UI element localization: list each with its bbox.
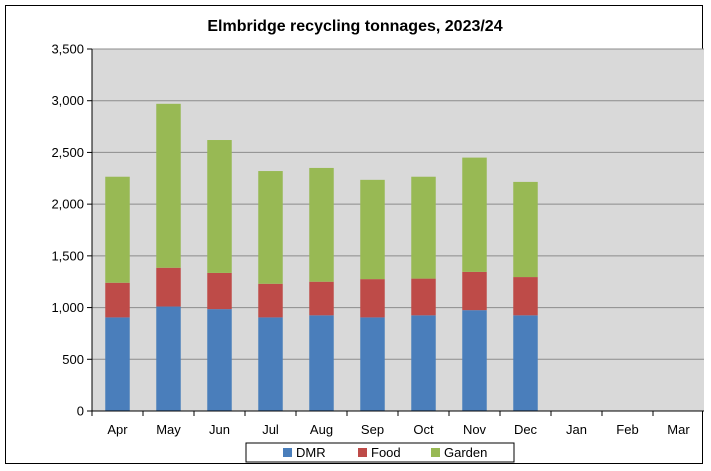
bar-garden-jul [258,171,283,284]
legend-box [245,442,515,463]
bar-garden-jun [207,140,232,273]
bar-garden-may [156,103,181,268]
legend-swatch-food [358,448,367,457]
bar-food-jul [258,283,283,318]
bar-food-apr [105,282,130,318]
bar-food-aug [309,281,334,316]
y-tick-label: 1,500 [51,248,84,263]
legend-swatch-dmr [283,448,292,457]
legend-swatch-garden [431,448,440,457]
y-tick-label: 3,500 [51,42,84,57]
y-tick-label: 2,500 [51,145,84,160]
x-tick-label: Sep [361,422,384,437]
x-tick-label: May [156,422,181,437]
bar-dmr-jul [258,317,283,411]
legend-label-garden: Garden [444,445,487,460]
x-tick-label: Oct [413,422,434,437]
bar-garden-apr [105,176,130,283]
chart-svg: Elmbridge recycling tonnages, 2023/24 0 5… [51,18,704,463]
y-tick-label: 0 [77,404,84,419]
chart-frame: Elmbridge recycling tonnages, 2023/24 0 5… [5,5,704,464]
bar-dmr-jun [207,309,232,411]
bar-dmr-oct [411,315,436,411]
bar-garden-oct [411,176,436,279]
y-tick-label: 500 [62,352,84,367]
bar-garden-sep [360,179,385,280]
bar-dmr-apr [105,317,130,411]
bar-garden-aug [309,167,334,282]
bar-food-jun [207,272,232,310]
x-tick-label: Jan [566,422,587,437]
bar-food-dec [513,277,538,316]
x-tick-label: Feb [616,422,638,437]
x-tick-label: Jun [209,422,230,437]
legend-label-dmr: DMR [296,445,326,460]
legend: DMR Food Garden [245,442,515,463]
legend-label-food: Food [371,445,401,460]
x-tick-label: Apr [107,422,128,437]
chart-title: Elmbridge recycling tonnages, 2023/24 [207,18,502,35]
bar-dmr-sep [360,317,385,411]
bar-dmr-dec [513,315,538,411]
y-tick-label: 3,000 [51,93,84,108]
axes: 0 500 1,000 1,500 2,000 2,500 3,000 3,500 Apr May… [51,42,704,437]
bar-garden-dec [513,181,538,278]
bar-garden-nov [462,157,487,272]
y-tick-label: 1,000 [51,300,84,315]
gridlines [92,48,704,360]
x-tick-label: Aug [310,422,333,437]
x-tick-label: Nov [463,422,487,437]
bar-food-nov [462,271,487,311]
x-tick-label: Dec [514,422,538,437]
x-tick-label: Jul [262,422,279,437]
bars [105,103,538,411]
bar-dmr-may [156,306,181,411]
bar-dmr-nov [462,310,487,411]
plot-area [92,49,704,411]
bar-dmr-aug [309,315,334,411]
bar-food-may [156,267,181,307]
bar-food-sep [360,279,385,318]
y-tick-label: 2,000 [51,197,84,212]
bar-food-oct [411,278,436,316]
x-tick-label: Mar [667,422,690,437]
